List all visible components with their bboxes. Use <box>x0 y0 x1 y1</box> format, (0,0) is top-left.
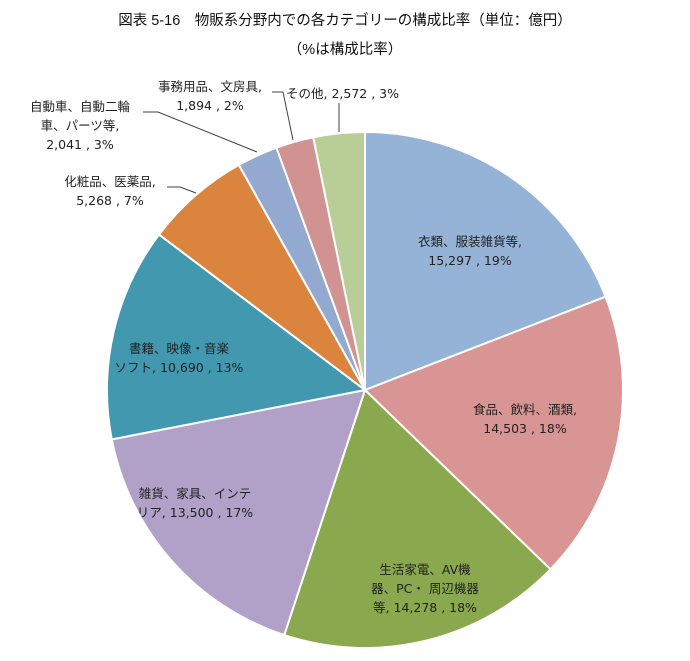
leader-lines <box>143 91 340 194</box>
leader-line-office <box>272 91 294 141</box>
slice-label-books: 書籍、映像・音楽 ソフト, 10,690 , 13% <box>104 339 254 377</box>
slice-label-books-line2: ソフト, 10,690 , 13% <box>114 360 244 375</box>
slice-label-goods-line2: リア, 13,500 , 17% <box>136 505 254 520</box>
slice-label-food: 食品、飲料、酒類, 14,503 , 18% <box>450 400 600 438</box>
slice-label-office-name: 事務用品、文房具, <box>158 79 262 94</box>
slice-label-auto-line3: 2,041 , 3% <box>46 137 114 152</box>
slice-label-office-value: 1,894 , 2% <box>176 98 244 113</box>
chart-subtitle: （%は構成比率） <box>287 42 403 58</box>
slice-label-electronics-line1: 生活家電、AV機 <box>379 562 471 577</box>
slice-label-other: その他, 2,572 , 3% <box>286 84 436 103</box>
pie-slice-books <box>105 233 368 441</box>
slice-label-books-line1: 書籍、映像・音楽 <box>128 341 229 356</box>
slice-label-auto-line1: 自動車、自動二輪 <box>29 99 130 114</box>
pie-slices <box>105 130 624 649</box>
slice-label-electronics-line2: 器、PC・ 周辺機器 <box>371 581 479 596</box>
slice-label-auto: 自動車、自動二輪 車、パーツ等, 2,041 , 3% <box>10 97 150 154</box>
slice-label-electronics: 生活家電、AV機 器、PC・ 周辺機器 等, 14,278 , 18% <box>345 560 505 617</box>
pie-slice-electronics <box>282 388 552 649</box>
slice-label-auto-line2: 車、パーツ等, <box>40 118 120 133</box>
slice-label-food-name: 食品、飲料、酒類, <box>473 402 577 417</box>
slice-label-cosmetics-name: 化粧品、医薬品, <box>64 174 156 189</box>
slice-label-cosmetics-value: 5,268 , 7% <box>76 193 144 208</box>
slice-label-other-text: その他, 2,572 , 3% <box>286 86 399 101</box>
pie-slice-other <box>312 130 366 391</box>
slice-label-cosmetics: 化粧品、医薬品, 5,268 , 7% <box>45 172 175 210</box>
slice-label-food-value: 14,503 , 18% <box>483 421 567 436</box>
slice-label-electronics-line3: 等, 14,278 , 18% <box>373 600 477 615</box>
pie-slice-goods <box>110 388 367 637</box>
chart-title: 図表 5-16 物販系分野内での各カテゴリーの構成比率（単位：億円） <box>118 13 572 29</box>
slice-label-apparel: 衣類、服装雑貨等, 15,297 , 19% <box>395 232 545 270</box>
slice-label-office: 事務用品、文房具, 1,894 , 2% <box>140 77 280 115</box>
pie-slice-apparel <box>364 130 607 392</box>
slice-label-apparel-name: 衣類、服装雑貨等, <box>418 234 522 249</box>
slice-label-goods-line1: 雑貨、家具、インテ <box>138 486 252 501</box>
slice-label-goods: 雑貨、家具、インテ リア, 13,500 , 17% <box>120 484 270 522</box>
pie-slice-food <box>363 295 624 571</box>
leader-line-cosmetics <box>167 186 197 194</box>
leader-line-auto <box>143 111 258 153</box>
slice-label-apparel-value: 15,297 , 19% <box>428 253 512 268</box>
